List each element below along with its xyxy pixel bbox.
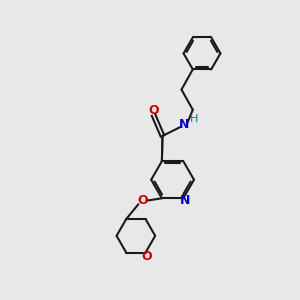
Text: O: O: [148, 103, 159, 117]
Text: H: H: [190, 114, 199, 124]
Text: N: N: [179, 118, 189, 131]
Text: O: O: [141, 250, 152, 263]
Text: O: O: [137, 194, 148, 207]
Text: N: N: [180, 194, 190, 207]
